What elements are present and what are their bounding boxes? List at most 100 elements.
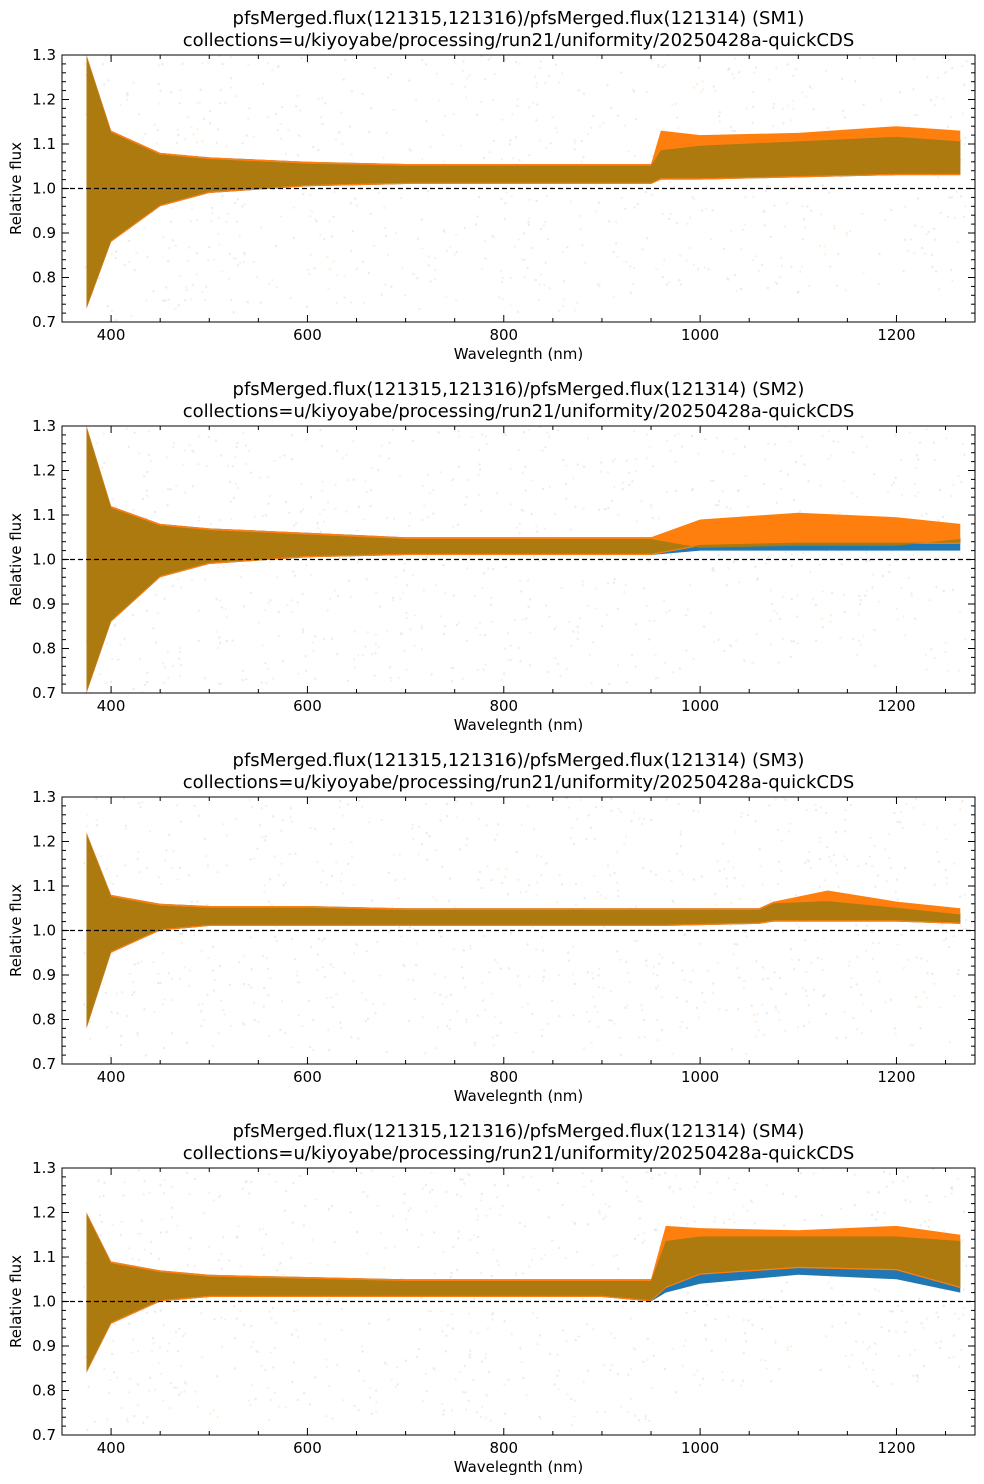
noise-point — [270, 903, 273, 906]
noise-point — [729, 507, 732, 511]
noise-point — [743, 223, 746, 226]
noise-point — [518, 159, 521, 162]
noise-point — [461, 677, 464, 680]
noise-point — [894, 476, 897, 479]
noise-point — [581, 584, 584, 587]
noise-point — [86, 1428, 89, 1432]
noise-point — [130, 1351, 134, 1354]
noise-point — [796, 291, 799, 294]
noise-point — [739, 815, 743, 819]
noise-point — [721, 1370, 724, 1373]
noise-point — [543, 283, 546, 287]
noise-point — [233, 1336, 237, 1340]
noise-point — [460, 966, 464, 969]
noise-point — [274, 1180, 278, 1183]
noise-point — [461, 1390, 465, 1394]
noise-point — [146, 255, 149, 259]
noise-point — [235, 1317, 238, 1320]
noise-point — [773, 971, 776, 974]
noise-point — [661, 423, 663, 425]
noise-point — [244, 462, 247, 466]
noise-point — [675, 852, 679, 855]
noise-point — [562, 458, 565, 462]
noise-point — [369, 489, 373, 492]
noise-point — [159, 1231, 162, 1234]
noise-point — [819, 484, 822, 487]
noise-point — [840, 563, 844, 566]
noise-point — [98, 1195, 102, 1198]
noise-point — [314, 635, 317, 638]
noise-point — [902, 270, 905, 273]
noise-point — [895, 781, 897, 783]
noise-point — [660, 1028, 663, 1032]
noise-point — [635, 520, 638, 523]
noise-point — [318, 1322, 322, 1326]
noise-point — [656, 677, 660, 680]
noise-point — [944, 650, 947, 654]
noise-point — [247, 1399, 250, 1402]
noise-point — [655, 1229, 658, 1232]
noise-point — [364, 1019, 368, 1023]
noise-point — [364, 645, 367, 648]
noise-point — [908, 1353, 912, 1357]
noise-point — [633, 154, 637, 158]
noise-point — [569, 200, 572, 203]
noise-point — [523, 1225, 527, 1228]
noise-point — [636, 202, 639, 206]
noise-point — [433, 278, 437, 281]
noise-point — [383, 1361, 387, 1364]
noise-point — [550, 185, 553, 189]
noise-point — [873, 1342, 877, 1345]
noise-point — [149, 1252, 153, 1255]
noise-point — [357, 1369, 361, 1373]
noise-point — [957, 1317, 961, 1321]
noise-point — [283, 1209, 286, 1212]
noise-point — [271, 1306, 275, 1310]
noise-point — [318, 513, 322, 516]
noise-point — [311, 1018, 315, 1022]
noise-point — [220, 454, 223, 457]
noise-point — [157, 64, 161, 67]
noise-point — [940, 923, 944, 926]
noise-point — [167, 1342, 171, 1345]
noise-point — [733, 942, 736, 946]
noise-point — [361, 92, 364, 96]
noise-point — [895, 607, 898, 610]
noise-point — [797, 925, 801, 929]
noise-point — [296, 1335, 300, 1338]
noise-point — [199, 1312, 203, 1315]
noise-point — [146, 671, 149, 674]
noise-point — [331, 235, 334, 238]
noise-point — [593, 837, 596, 840]
noise-point — [119, 47, 121, 49]
y-tick-label: 1.0 — [32, 922, 56, 940]
noise-point — [420, 624, 423, 627]
noise-point — [742, 884, 745, 888]
noise-point — [669, 449, 672, 452]
noise-point — [557, 973, 560, 977]
noise-point — [541, 487, 545, 491]
noise-point — [646, 1358, 649, 1362]
noise-point — [273, 1346, 276, 1350]
noise-point — [909, 1161, 911, 1163]
noise-point — [899, 458, 903, 462]
noise-point — [818, 885, 821, 889]
noise-point — [405, 1228, 409, 1232]
noise-point — [178, 793, 180, 795]
noise-point — [456, 523, 460, 527]
noise-point — [729, 645, 733, 648]
noise-point — [374, 642, 377, 646]
noise-point — [428, 834, 431, 838]
noise-point — [528, 1265, 531, 1268]
noise-point — [409, 628, 412, 631]
noise-point — [334, 483, 337, 487]
noise-point — [583, 896, 586, 900]
noise-point — [158, 102, 161, 105]
noise-point — [316, 522, 319, 525]
noise-point — [795, 68, 798, 71]
noise-point — [686, 1026, 689, 1030]
noise-point — [293, 958, 297, 961]
noise-point — [538, 559, 542, 563]
noise-point — [328, 1048, 331, 1052]
noise-point — [685, 259, 688, 262]
